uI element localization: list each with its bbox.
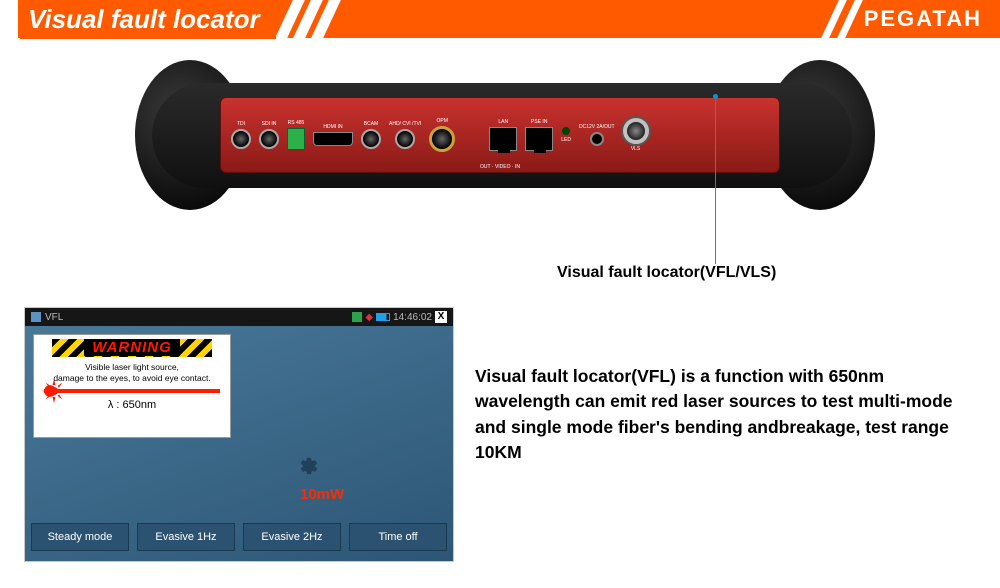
port-label-lan: LAN: [498, 119, 508, 125]
port-dc: DC12V 2A/OUT: [579, 124, 615, 146]
brand-logo: PEGATAH: [864, 6, 982, 32]
port-opm: OPM: [429, 118, 455, 152]
status-time: 14:46:02: [393, 312, 432, 323]
title-wrap: Visual fault locator: [0, 0, 338, 39]
port-ahd: AHD/ CVI /TVI: [389, 121, 421, 149]
port-sdi: SDI IN: [259, 121, 279, 149]
port-bottom-label: OUT · VIDEO · IN: [480, 164, 520, 170]
brand-stripes: [830, 0, 862, 38]
port-label-tdi: TDI: [237, 121, 245, 127]
port-label-vls: VLS: [631, 146, 640, 152]
laser-burst-icon: [42, 379, 66, 403]
callout-line: [715, 96, 716, 264]
evasive-2hz-button[interactable]: Evasive 2Hz: [243, 523, 341, 551]
device-port-panel: TDI SDI IN RS 485 HDMI IN BCAM AHD/ CVI …: [220, 97, 780, 173]
app-icon: [31, 312, 41, 322]
gear-icon: [299, 456, 319, 476]
vfl-app-screenshot: VFL ◆ 14:46:02 X WARNING Visible laser l…: [24, 307, 454, 562]
power-label: 10mW: [300, 486, 344, 503]
battery-icon: [376, 313, 390, 321]
page-title: Visual fault locator: [20, 0, 276, 39]
port-lan: LAN: [489, 119, 517, 151]
port-label-bcam: BCAM: [364, 121, 378, 127]
port-rs485: RS 485: [287, 120, 305, 150]
warning-line2: damage to the eyes, to avoid eye contact…: [42, 373, 222, 384]
port-label-pse: PSE IN: [531, 119, 547, 125]
status-title: VFL: [45, 312, 63, 323]
button-row: Steady mode Evasive 1Hz Evasive 2Hz Time…: [25, 523, 453, 551]
warning-card: WARNING Visible laser light source, dama…: [33, 334, 231, 438]
port-pse: PSE IN: [525, 119, 553, 151]
sd-icon: [352, 312, 362, 322]
port-label-rs485: RS 485: [288, 120, 305, 126]
port-label-sdi: SDI IN: [262, 121, 277, 127]
port-label-hdmi: HDMI IN: [323, 124, 342, 130]
header-bar: Visual fault locator PEGATAH: [0, 0, 1000, 38]
header-stripes: [284, 0, 338, 38]
status-bar: VFL ◆ 14:46:02 X: [25, 308, 453, 326]
status-left: VFL: [31, 312, 63, 323]
warning-text: Visible laser light source, damage to th…: [42, 362, 222, 384]
port-label-ahd: AHD/ CVI /TVI: [389, 121, 421, 127]
status-right: ◆ 14:46:02 X: [352, 311, 447, 323]
evasive-1hz-button[interactable]: Evasive 1Hz: [137, 523, 235, 551]
port-label-led: LED: [561, 137, 571, 143]
port-bcam: BCAM: [361, 121, 381, 149]
port-label-dc: DC12V 2A/OUT: [579, 124, 615, 130]
brand-area: PEGATAH: [830, 0, 1000, 38]
port-label-opm: OPM: [437, 118, 448, 124]
warning-header-text: WARNING: [84, 339, 180, 356]
warning-header: WARNING: [52, 339, 212, 357]
port-led: LED: [561, 127, 571, 143]
port-vfl: VLS: [623, 118, 649, 152]
device-illustration: TDI SDI IN RS 485 HDMI IN BCAM AHD/ CVI …: [150, 55, 860, 230]
warning-line1: Visible laser light source,: [42, 362, 222, 373]
steady-mode-button[interactable]: Steady mode: [31, 523, 129, 551]
close-button[interactable]: X: [435, 311, 447, 323]
port-tdi: TDI: [231, 121, 251, 149]
description-text: Visual fault locator(VFL) is a function …: [475, 364, 965, 466]
time-off-button[interactable]: Time off: [349, 523, 447, 551]
compass-icon: ◆: [365, 312, 373, 323]
callout-label: Visual fault locator(VFL/VLS): [557, 264, 776, 282]
port-hdmi: HDMI IN: [313, 124, 353, 146]
warning-laser-line: [44, 389, 220, 393]
